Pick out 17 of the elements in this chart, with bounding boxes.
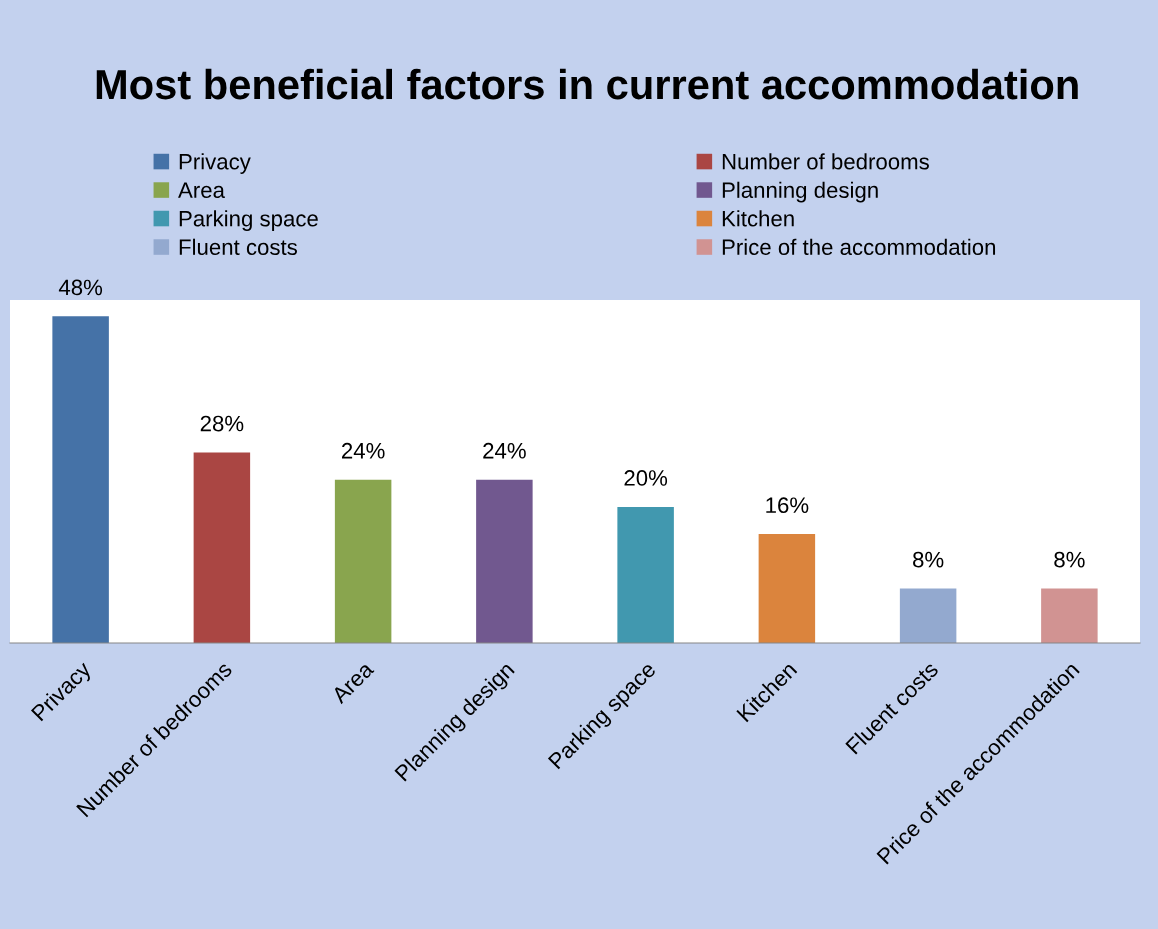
legend-label: Number of bedrooms (722, 153, 929, 170)
legend-label: Fluent costs (179, 238, 297, 256)
data-label: 24% (483, 442, 526, 459)
legend-label: Kitchen (722, 210, 794, 227)
data-label: 24% (342, 442, 385, 459)
data-label: 16% (766, 497, 809, 514)
data-label: 8% (913, 551, 944, 568)
chart-title: Most beneficial factors in current accommodation (96, 68, 1078, 100)
legend-label: Privacy (179, 153, 251, 174)
legend-label: Price of the accommodation (722, 238, 996, 256)
legend-label: Parking space (179, 210, 318, 231)
legend-label: Area (178, 182, 225, 199)
data-label: 8% (1054, 551, 1085, 568)
legend-label: Planning design (722, 181, 878, 203)
data-label: 48% (58, 279, 103, 296)
data-label: 28% (200, 415, 244, 432)
data-label: 20% (624, 470, 668, 486)
